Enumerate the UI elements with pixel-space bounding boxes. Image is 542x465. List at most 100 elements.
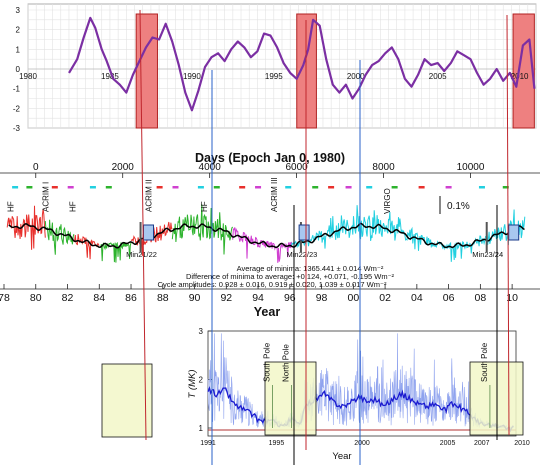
instrument-marker <box>345 186 352 189</box>
top-x-tick-label: 1995 <box>265 72 283 81</box>
top-y-tick-label: -3 <box>13 124 21 133</box>
middle-instrument-markers <box>12 186 509 189</box>
top-y-ticks: 3 2 1 0 -1 -2 -3 <box>13 6 21 133</box>
year-tick-label: 80 <box>30 292 42 304</box>
bottom-y-tick-label: 1 <box>199 424 204 433</box>
pole-label: South Pole <box>263 342 272 382</box>
year-tick-label: 04 <box>411 292 423 304</box>
top-x-tick-label: 2010 <box>511 72 529 81</box>
minimum-box <box>142 224 154 241</box>
bottom-x-tick-label: 2005 <box>440 440 456 447</box>
middle-x-axis-label: Year <box>254 305 281 319</box>
instrument-label: HF <box>200 201 209 212</box>
instrument-label: ACRIM I <box>42 182 51 212</box>
top-y-tick-label: 2 <box>16 26 21 35</box>
instrument-marker <box>239 186 246 189</box>
scale-bar-label: 0.1% <box>447 201 470 212</box>
year-tick-label: 96 <box>284 292 296 304</box>
top-y-tick-label: -1 <box>13 85 21 94</box>
instrument-marker <box>105 186 112 189</box>
top-x-tick-label: 2005 <box>429 72 447 81</box>
day-tick-label: 2000 <box>112 162 135 173</box>
irradiance-segment <box>171 204 234 255</box>
year-tick-label: 06 <box>443 292 455 304</box>
instrument-marker <box>89 186 96 189</box>
top-series-line <box>68 16 536 112</box>
minimum-box <box>298 224 310 241</box>
middle-running-mean-line <box>8 222 525 249</box>
top-x-tick-label: 1990 <box>183 72 201 81</box>
top-x-tick-label: 1985 <box>101 72 119 81</box>
bottom-x-tick-label: 2000 <box>354 440 370 447</box>
instrument-marker <box>67 186 74 189</box>
instrument-marker <box>366 186 373 189</box>
top-y-tick-label: 3 <box>16 6 21 15</box>
year-tick-label: 82 <box>62 292 74 304</box>
instrument-marker <box>478 186 485 189</box>
day-tick-label: 6000 <box>285 162 308 173</box>
bottom-series-line <box>207 385 514 433</box>
bottom-y-tick-label: 3 <box>199 327 204 336</box>
bottom-x-tick-label: 1995 <box>269 440 285 447</box>
top-y-tick-label: -2 <box>13 104 21 113</box>
day-tick-label: 10000 <box>457 162 485 173</box>
day-tick-label: 0 <box>33 162 39 173</box>
irradiance-segment <box>73 234 100 260</box>
instrument-marker <box>445 186 452 189</box>
instrument-label: HF <box>7 201 16 212</box>
minimum-label: Min21/22 <box>126 250 157 259</box>
bottom-chart: 1 2 3 1991 1995 2000 2005 2007 2010 T (MK) Year… <box>101 327 530 462</box>
instrument-label: HF <box>69 201 78 212</box>
year-tick-label: 10 <box>506 292 518 304</box>
instrument-marker <box>213 186 220 189</box>
instrument-marker <box>328 186 335 189</box>
instrument-marker <box>391 186 398 189</box>
middle-chart: Days (Epoch Jan 0, 1980) 0 2000 4000 6000 80… <box>0 151 540 319</box>
bottom-x-axis-label: Year <box>332 451 351 462</box>
bottom-highlight-boxes <box>101 361 524 438</box>
cycle-alignment-lines <box>139 9 510 465</box>
instrument-marker <box>156 186 163 189</box>
instrument-marker <box>285 186 292 189</box>
middle-annotations: Average of minima: 1365.441 ± 0.014 Wm⁻²… <box>158 264 395 289</box>
annotation-cycle-amplitudes: Cycle amplitudes: 0.928 ± 0.016, 0.919 ±… <box>158 280 387 289</box>
instrument-marker <box>12 186 19 189</box>
middle-scale-bar: 0.1% <box>439 196 470 214</box>
middle-day-ticks: 0 2000 4000 6000 8000 10000 <box>33 162 485 178</box>
red-alignment-line <box>139 9 147 441</box>
instrument-marker <box>197 186 204 189</box>
middle-instrument-labels: HF ACRIM I HF ACRIM II HF ACRIM III VIRGO <box>7 177 392 214</box>
bottom-highlight-box <box>264 361 317 436</box>
bottom-pole-labels: South Pole North Pole South Pole <box>263 342 491 428</box>
bottom-noise-trace <box>207 333 515 429</box>
bottom-series-noise <box>207 333 515 429</box>
year-tick-label: 08 <box>475 292 487 304</box>
year-tick-label: 92 <box>220 292 232 304</box>
instrument-marker <box>312 186 319 189</box>
irradiance-segment <box>232 227 292 263</box>
top-highlight-box <box>512 13 535 129</box>
year-tick-label: 00 <box>347 292 359 304</box>
top-highlight-box <box>135 13 158 129</box>
instrument-label: ACRIM II <box>145 180 154 212</box>
year-tick-label: 86 <box>125 292 137 304</box>
day-tick-label: 8000 <box>372 162 395 173</box>
minimum-label: Min22/23 <box>287 250 318 259</box>
year-tick-label: 98 <box>316 292 328 304</box>
middle-year-ticks: 78 80 82 84 86 88 90 92 94 96 98 00 02 04 06 08 10 <box>0 284 518 304</box>
instrument-marker <box>255 186 262 189</box>
top-y-tick-label: 1 <box>16 45 21 54</box>
bottom-highlight-box <box>101 363 153 438</box>
top-x-tick-label: 2000 <box>347 72 365 81</box>
instrument-marker <box>51 186 58 189</box>
pole-label: North Pole <box>281 344 290 382</box>
instrument-marker <box>172 186 179 189</box>
irradiance-segment <box>44 219 75 255</box>
year-tick-label: 02 <box>379 292 391 304</box>
top-y-tick-label: 0 <box>16 65 21 74</box>
day-tick-label: 4000 <box>199 162 222 173</box>
middle-irradiance-segments <box>6 204 526 263</box>
top-x-ticks: 1980 1985 1990 1995 2000 2005 2010 <box>19 72 529 81</box>
year-tick-label: 94 <box>252 292 264 304</box>
pole-label: South Pole <box>480 342 489 382</box>
